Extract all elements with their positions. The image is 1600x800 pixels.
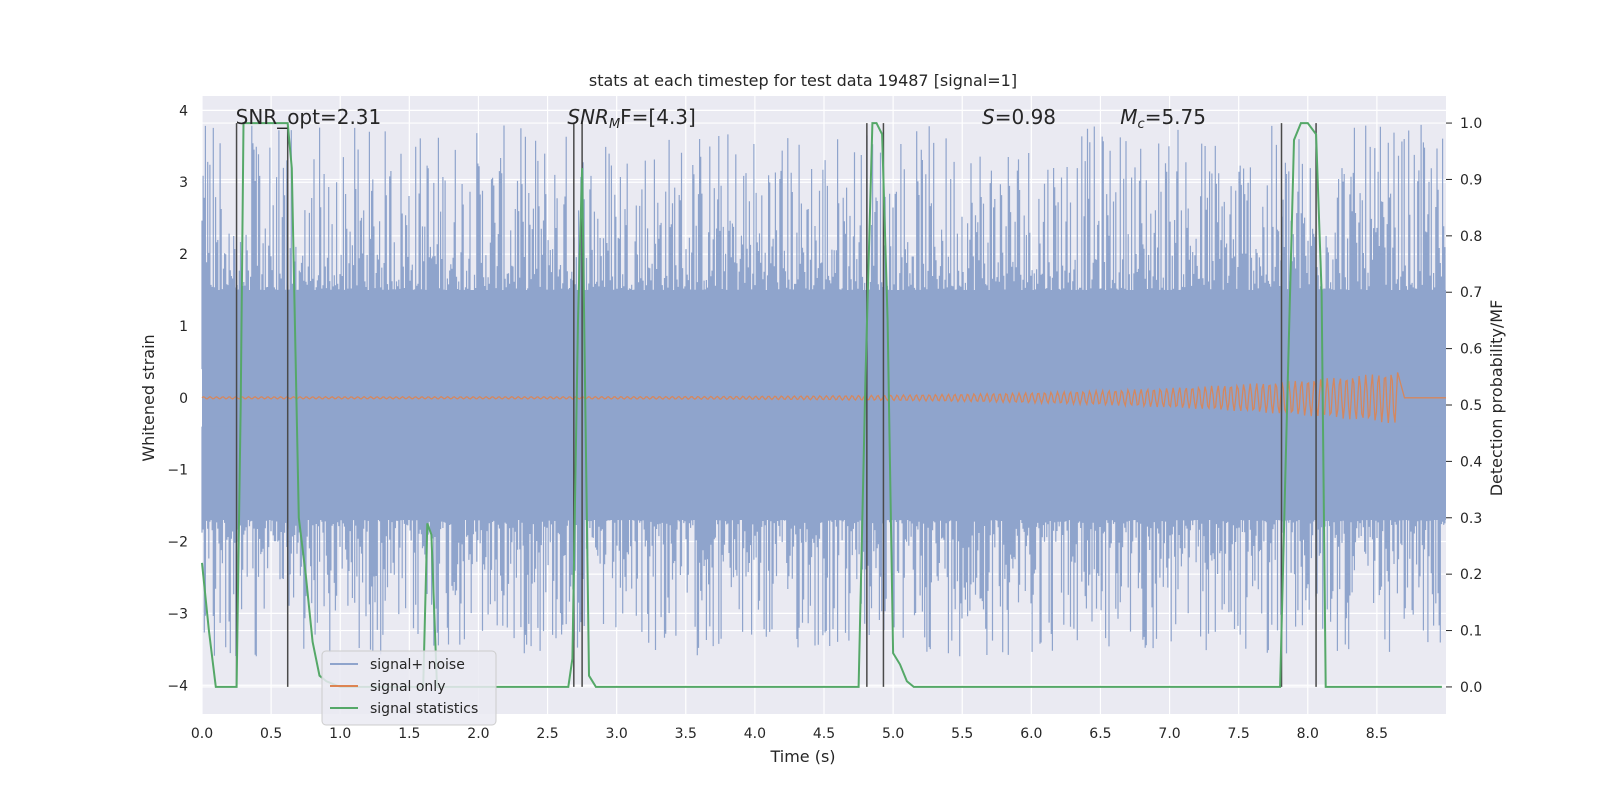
y-right-tick-label: 0.2: [1460, 567, 1482, 583]
annotation-s: S=0.98: [982, 105, 1056, 129]
annotation-mc-value: =5.75: [1145, 105, 1206, 129]
annotation-snr-opt: SNR_opt=2.31: [236, 105, 382, 129]
x-tick-label: 1.0: [329, 726, 351, 742]
x-tick-label: 4.5: [813, 726, 835, 742]
x-tick-label: 7.0: [1158, 726, 1180, 742]
y-tick-label: 1: [179, 319, 188, 335]
x-tick-label: 2.5: [536, 726, 558, 742]
legend-label-statistics: signal statistics: [370, 701, 478, 717]
y-right-axis-title: Detection probability/MF: [1487, 300, 1506, 497]
y-right-tick-label: 0.6: [1460, 342, 1482, 358]
y-axis-ticks: 4 3 2 1 0 −1 −2 −3 −4: [167, 103, 188, 694]
x-tick-label: 5.0: [882, 726, 904, 742]
x-axis-title: Time (s): [769, 747, 835, 766]
x-tick-label: 6.5: [1089, 726, 1111, 742]
x-tick-label: 3.5: [675, 726, 697, 742]
y-right-tick-label: 0.5: [1460, 398, 1482, 414]
annotation-snr-mf-base: SNR: [567, 105, 609, 129]
legend-label-signal: signal only: [370, 679, 445, 695]
y-tick-label: 2: [179, 247, 188, 263]
annotation-s-base: S: [982, 105, 995, 129]
x-tick-label: 8.0: [1297, 726, 1319, 742]
annotation-mc: Mc=5.75: [1120, 105, 1206, 132]
x-tick-label: 1.5: [398, 726, 420, 742]
x-tick-label: 3.0: [606, 726, 628, 742]
annotation-s-value: =0.98: [995, 105, 1056, 129]
signal-statistics-line: [201, 122, 1442, 688]
x-tick-label: 7.5: [1228, 726, 1250, 742]
signal-only-series: [201, 372, 1446, 424]
vertical-markers: [235, 123, 1317, 687]
annotation-snr-mf: SNRMF=[4.3]: [567, 105, 695, 132]
x-tick-label: 8.5: [1366, 726, 1388, 742]
signal-only-line: [201, 372, 1446, 424]
x-tick-label: 0.5: [260, 726, 282, 742]
y-right-tick-label: 0.7: [1460, 285, 1482, 301]
noise-spikes: [201, 124, 1446, 657]
x-tick-label: 6.0: [1020, 726, 1042, 742]
y-right-tick-label: 0.9: [1460, 172, 1482, 188]
y-tick-label: −1: [167, 463, 188, 479]
x-tick-label: 5.5: [951, 726, 973, 742]
y-tick-label: 0: [179, 391, 188, 407]
annotation-snr-mf-value: F=[4.3]: [620, 105, 696, 129]
signal-statistics-series: [201, 122, 1442, 688]
y-right-tick-label: 0.8: [1460, 229, 1482, 245]
y-tick-label: −2: [167, 535, 188, 551]
y-tick-label: 4: [179, 103, 188, 119]
annotation-mc-sub: c: [1138, 117, 1145, 132]
signal-noise-series: [201, 124, 1446, 657]
y-right-tick-label: 0.0: [1460, 680, 1482, 696]
chart-title: stats at each timestep for test data 194…: [589, 71, 1017, 90]
x-tick-label: 0.0: [191, 726, 213, 742]
y-tick-label: −3: [167, 606, 188, 622]
y-right-tick-label: 0.3: [1460, 511, 1482, 527]
x-axis-ticks: 0.0 0.5 1.0 1.5 2.0 2.5 3.0 3.5 4.0 4.5 5.0 5.5 6.0 6…: [191, 726, 1388, 742]
x-tick-label: 4.0: [744, 726, 766, 742]
x-tick-label: 2.0: [467, 726, 489, 742]
annotation-snr-mf-sub: M: [609, 117, 620, 132]
y-right-tick-label: 0.4: [1460, 454, 1482, 470]
legend: signal+ noise signal only signal statist…: [321, 650, 497, 726]
y-tick-label: 3: [179, 175, 188, 191]
legend-box: [321, 650, 497, 726]
legend-label-noise: signal+ noise: [370, 657, 465, 673]
y-right-axis-ticks: 1.0 0.9 0.8 0.7 0.6 0.5 0.4 0.3 0.2 0.1 0.0: [1446, 116, 1482, 696]
y-tick-label: −4: [167, 678, 188, 694]
y-right-tick-label: 0.1: [1460, 624, 1482, 640]
y-axis-title: Whitened strain: [139, 334, 158, 461]
annotation-mc-base: M: [1120, 105, 1137, 129]
y-right-tick-label: 1.0: [1460, 116, 1482, 132]
